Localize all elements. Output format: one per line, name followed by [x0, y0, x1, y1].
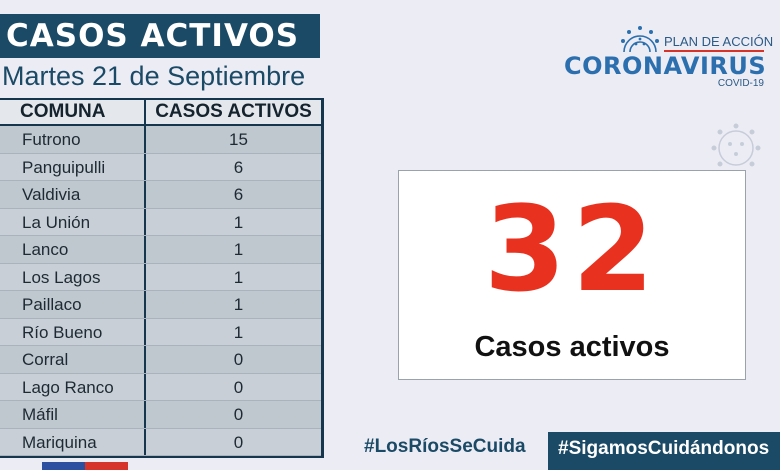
- flag-red-stripe: [85, 462, 128, 470]
- date-subtitle: Martes 21 de Septiembre: [2, 61, 306, 91]
- coronavirus-logo: PLAN DE ACCIÓN CORONAVIRUS COVID-19: [560, 24, 774, 94]
- comuna-cell: Futrono: [0, 126, 146, 153]
- logo-name: CORONAVIRUS: [564, 52, 767, 80]
- casos-cell: 6: [233, 157, 244, 177]
- logo-plan-text: PLAN DE ACCIÓN: [664, 34, 774, 49]
- logo-divider: [664, 50, 764, 52]
- header-comuna: COMUNA: [0, 100, 146, 124]
- casos-cell: 15: [229, 130, 248, 149]
- comuna-cell: Panguipulli: [0, 153, 146, 180]
- casos-cell: 1: [233, 295, 244, 314]
- table-row: Río Bueno 1: [0, 318, 321, 346]
- comuna-cell: Lago Ranco: [0, 373, 146, 400]
- casos-cell: 1: [233, 322, 244, 342]
- comuna-cell: Lanco: [0, 236, 146, 263]
- header-casos: CASOS ACTIVOS: [155, 101, 312, 122]
- table-row: Valdivia 6: [0, 181, 321, 209]
- summary-card: 32 Casos activos: [398, 170, 746, 380]
- casos-cell: 0: [233, 350, 244, 369]
- casos-cell: 0: [233, 432, 244, 452]
- comuna-cell: Máfil: [0, 401, 146, 428]
- comuna-cell: Mariquina: [0, 428, 146, 455]
- logo-sub: COVID-19: [717, 78, 764, 89]
- casos-cell: 1: [233, 240, 244, 259]
- virus-icon: [621, 26, 659, 53]
- table-header: COMUNA CASOS ACTIVOS: [0, 98, 321, 126]
- casos-cell: 1: [233, 212, 244, 232]
- total-label: Casos activos: [474, 331, 670, 363]
- comuna-cell: Río Bueno: [0, 318, 146, 345]
- comuna-cell: Corral: [0, 346, 146, 373]
- table-body: Futrono 15 Panguipulli 6 Valdivia 6 La Unión 1 L…: [0, 126, 321, 456]
- flag-stripe: [42, 462, 128, 470]
- casos-cell: 0: [233, 405, 244, 424]
- table-row: Máfil 0: [0, 401, 321, 429]
- comuna-cell: Los Lagos: [0, 263, 146, 290]
- table-row: Los Lagos 1: [0, 263, 321, 291]
- comuna-cell: La Unión: [0, 208, 146, 235]
- table-row: La Unión 1: [0, 208, 321, 236]
- table-row: Corral 0: [0, 346, 321, 374]
- comuna-cell: Paillaco: [0, 291, 146, 318]
- casos-cell: 0: [233, 377, 244, 397]
- hashtag-primary: #LosRíosSeCuida: [364, 436, 526, 457]
- table-row: Lago Ranco 0: [0, 373, 321, 401]
- total-active-cases: 32: [483, 180, 661, 318]
- table-row: Mariquina 0: [0, 428, 321, 456]
- table-row: Futrono 15: [0, 126, 321, 154]
- title-banner: CASOS ACTIVOS: [0, 14, 320, 58]
- casos-cell: 6: [233, 185, 244, 204]
- hashtag-secondary: #SigamosCuidándonos: [548, 432, 780, 470]
- casos-cell: 1: [233, 267, 244, 287]
- table-row: Lanco 1: [0, 236, 321, 264]
- virus-decoration-icon: [711, 123, 761, 167]
- comuna-cell: Valdivia: [0, 181, 146, 208]
- table-row: Paillaco 1: [0, 291, 321, 319]
- flag-blue-stripe: [42, 462, 85, 470]
- table-row: Panguipulli 6: [0, 153, 321, 181]
- cases-table: COMUNA CASOS ACTIVOS Futrono 15 Panguipull…: [0, 98, 324, 458]
